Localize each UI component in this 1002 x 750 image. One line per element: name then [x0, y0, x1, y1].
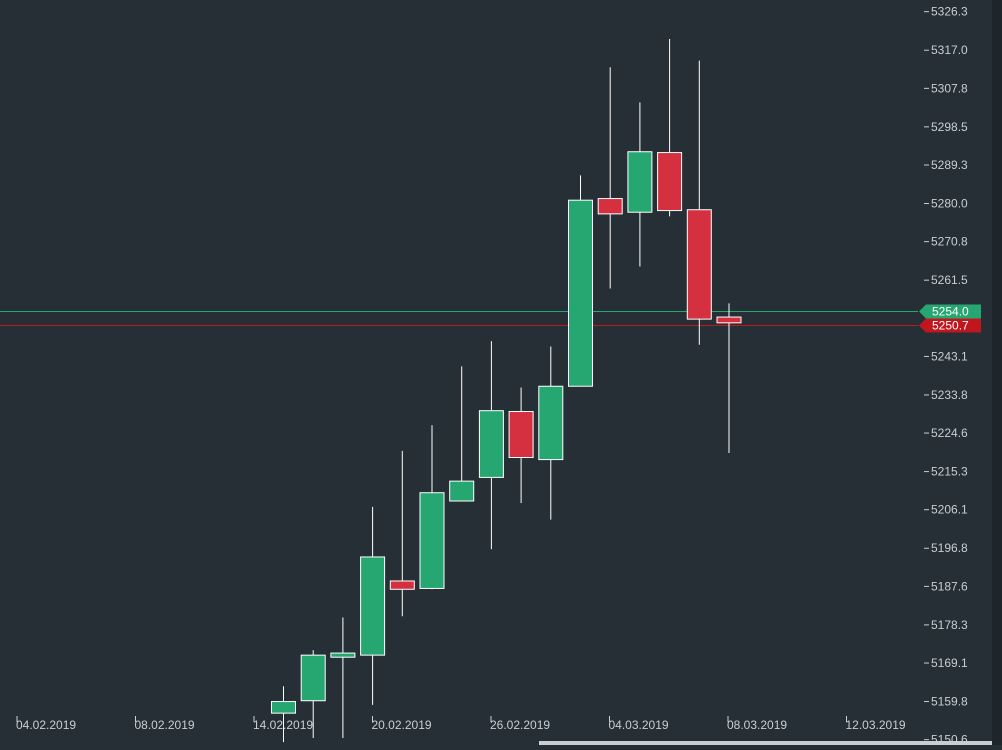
x-tick-label: 04.02.2019 — [16, 718, 76, 732]
candle-4[interactable] — [389, 450, 415, 617]
candle-body — [568, 199, 593, 387]
candle-body — [538, 385, 564, 461]
price-badge-0: 5254.0 — [919, 304, 981, 319]
candle-body — [271, 701, 296, 714]
y-tick-label: 5307.8 — [931, 81, 968, 95]
time-axis[interactable]: 04.02.2019 08.02.2019 14.02.2019 20.02.2019… — [16, 0, 1002, 745]
price-badge-shape — [919, 304, 981, 319]
candle-15[interactable] — [716, 303, 742, 453]
y-tick-label: 5233.8 — [931, 388, 968, 402]
price-axis[interactable]: 5150.65159.85169.15178.35187.65196.85206… — [924, 5, 968, 747]
candle-body — [300, 654, 326, 702]
candle-2[interactable] — [330, 617, 356, 739]
candle-12[interactable] — [627, 102, 653, 267]
x-tick-label: 08.03.2019 — [727, 718, 787, 732]
price-lines — [0, 311, 918, 326]
right-edge-panel — [992, 0, 1002, 745]
x-tick-label: 08.02.2019 — [135, 718, 195, 732]
candle-6[interactable] — [449, 366, 475, 502]
candle-body — [389, 580, 415, 590]
y-tick-label: 5196.8 — [931, 541, 968, 555]
candle-body — [716, 316, 742, 324]
y-tick-label: 5178.3 — [931, 618, 968, 632]
candle-14[interactable] — [686, 60, 712, 345]
y-tick-label: 5224.6 — [931, 426, 968, 440]
price-badge-label: 5254.0 — [932, 305, 969, 319]
scrollbar-strip[interactable] — [539, 741, 1002, 745]
candle-10[interactable] — [568, 175, 593, 387]
x-tick-label: 14.02.2019 — [253, 718, 313, 732]
price-badge-shape — [919, 318, 981, 333]
y-tick-label: 5215.3 — [931, 465, 968, 479]
y-tick-label: 5206.1 — [931, 503, 968, 517]
y-tick-label: 5261.5 — [931, 273, 968, 287]
y-tick-label: 5298.5 — [931, 120, 968, 134]
candle-body — [508, 411, 534, 459]
y-tick-label: 5270.8 — [931, 235, 968, 249]
y-tick-label: 5317.0 — [931, 43, 968, 57]
candle-7[interactable] — [478, 341, 504, 550]
candle-body — [478, 410, 504, 478]
candle-body — [449, 480, 475, 502]
y-tick-label: 5169.1 — [931, 656, 968, 670]
y-tick-label: 5187.6 — [931, 579, 968, 593]
y-tick-label: 5326.3 — [931, 5, 968, 19]
candle-body — [597, 198, 623, 215]
x-tick-label: 04.03.2019 — [609, 718, 669, 732]
candle-body — [419, 492, 445, 589]
candle-0[interactable] — [271, 686, 296, 743]
y-tick-label: 5159.8 — [931, 695, 968, 709]
y-tick-label: 5280.0 — [931, 197, 968, 211]
candle-body — [360, 556, 386, 656]
candle-body — [627, 151, 653, 213]
y-tick-label: 5243.1 — [931, 349, 968, 363]
candle-3[interactable] — [360, 506, 386, 705]
candle-9[interactable] — [538, 346, 564, 520]
candle-body — [686, 209, 712, 320]
candle-13[interactable] — [657, 39, 683, 217]
price-badge-1: 5250.7 — [919, 318, 981, 333]
candle-5[interactable] — [419, 425, 445, 590]
y-tick-label: 5289.3 — [931, 158, 968, 172]
candle-body — [657, 152, 683, 212]
candle-8[interactable] — [508, 387, 534, 504]
price-badge-label: 5250.7 — [932, 319, 969, 333]
candles — [271, 39, 742, 743]
candle-1[interactable] — [300, 650, 326, 739]
candle-11[interactable] — [597, 67, 623, 289]
candle-body — [330, 652, 356, 658]
x-tick-label: 26.02.2019 — [490, 718, 550, 732]
x-tick-label: 12.03.2019 — [846, 718, 906, 732]
x-tick-label: 20.02.2019 — [372, 718, 432, 732]
